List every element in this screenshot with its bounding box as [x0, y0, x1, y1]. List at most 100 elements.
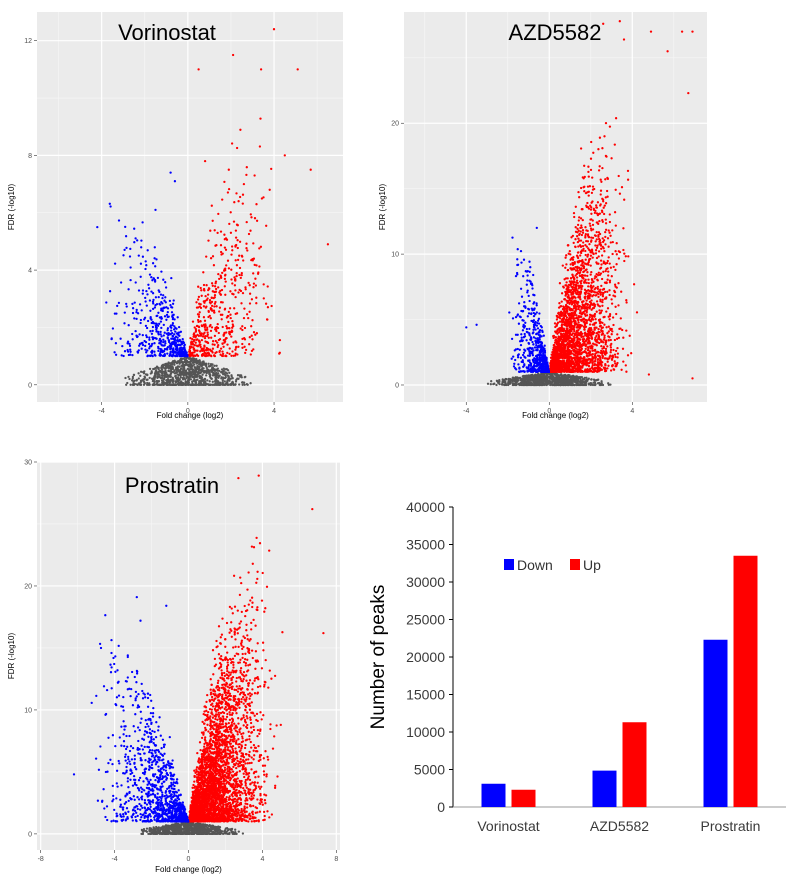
data-point	[590, 308, 593, 311]
data-point	[521, 377, 524, 380]
data-point	[125, 383, 128, 386]
data-point	[166, 345, 170, 349]
data-point	[179, 357, 183, 361]
data-point	[168, 299, 172, 303]
data-point	[604, 235, 607, 239]
data-point	[588, 357, 591, 361]
data-point	[561, 357, 564, 360]
data-point	[548, 376, 551, 379]
data-point	[600, 284, 603, 288]
data-point	[193, 338, 196, 342]
data-point	[131, 338, 134, 341]
data-point	[190, 341, 194, 344]
data-point	[608, 213, 611, 216]
data-point	[141, 343, 145, 347]
data-point	[238, 266, 242, 270]
data-point	[150, 318, 153, 321]
data-point	[603, 135, 606, 138]
data-point	[164, 371, 167, 374]
data-point	[203, 319, 207, 322]
data-point	[184, 353, 187, 356]
data-point	[202, 271, 205, 274]
data-point	[199, 334, 203, 337]
data-point	[489, 383, 492, 386]
data-point	[238, 240, 242, 243]
x-tick-label: 4	[630, 408, 634, 415]
data-point	[211, 290, 214, 293]
data-point	[598, 383, 601, 387]
data-point	[216, 345, 219, 349]
data-point	[609, 351, 612, 354]
y-tick-label: 8	[28, 153, 32, 160]
data-point	[572, 241, 575, 245]
data-point	[591, 188, 595, 191]
data-point	[151, 342, 154, 346]
data-point	[581, 340, 585, 343]
data-point	[137, 372, 140, 375]
data-point	[575, 314, 578, 317]
data-points	[96, 28, 330, 386]
data-point	[606, 195, 609, 198]
data-point	[173, 383, 177, 386]
data-point	[139, 370, 143, 373]
data-point	[565, 281, 568, 284]
data-point	[211, 351, 214, 354]
data-point	[169, 347, 172, 351]
data-point	[599, 193, 602, 196]
data-point	[170, 354, 173, 357]
data-point	[609, 346, 613, 349]
data-point	[153, 280, 157, 283]
data-point	[604, 243, 607, 246]
data-point	[221, 350, 224, 353]
data-point	[586, 378, 589, 381]
data-point	[614, 117, 618, 120]
data-point	[218, 383, 221, 386]
data-point	[593, 303, 596, 306]
data-point	[208, 380, 211, 383]
data-point	[194, 375, 197, 379]
data-point	[547, 379, 550, 382]
data-point	[593, 370, 596, 373]
data-point	[599, 293, 602, 296]
data-point	[570, 333, 573, 336]
data-point	[166, 380, 169, 383]
data-point	[619, 317, 622, 320]
data-point	[245, 313, 249, 316]
plot-panel	[37, 12, 343, 402]
data-point	[113, 262, 117, 265]
data-point	[592, 151, 595, 154]
data-point	[620, 368, 623, 371]
data-point	[605, 155, 608, 158]
data-point	[583, 378, 586, 381]
data-point	[208, 301, 212, 304]
data-point	[177, 373, 180, 377]
data-point	[166, 337, 169, 340]
data-point	[197, 320, 200, 324]
data-point	[594, 252, 598, 255]
data-point	[141, 255, 145, 258]
data-point	[173, 336, 176, 340]
data-point	[258, 265, 261, 268]
data-point	[586, 185, 590, 188]
data-point	[163, 344, 166, 347]
data-point	[228, 222, 231, 226]
data-point	[170, 329, 173, 332]
data-point	[205, 298, 208, 302]
data-point	[598, 219, 601, 223]
data-point	[184, 363, 187, 366]
data-point	[170, 378, 173, 382]
data-point	[218, 310, 221, 313]
data-point	[226, 259, 230, 262]
data-point	[603, 204, 606, 207]
data-point	[156, 324, 160, 327]
data-point	[176, 366, 179, 369]
data-point	[612, 348, 615, 352]
data-point	[218, 350, 221, 354]
data-point	[207, 287, 211, 290]
data-point	[247, 316, 250, 320]
data-point	[610, 275, 613, 278]
data-point	[197, 315, 201, 318]
data-point	[233, 307, 236, 310]
data-point	[179, 330, 183, 333]
